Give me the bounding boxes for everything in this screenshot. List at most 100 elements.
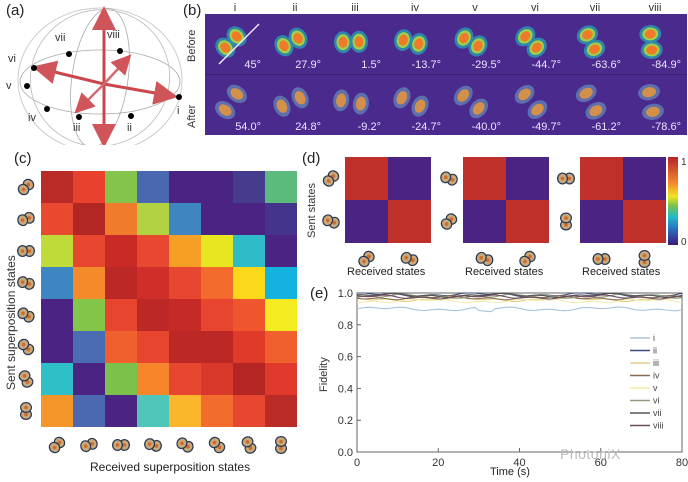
heatmap-c-cell-3-3: [137, 267, 169, 299]
row-label-after: After: [186, 104, 198, 128]
heatmap-c-cell-7-4: [169, 395, 201, 427]
heatmap-d3-cell-0-1: [623, 157, 666, 200]
heatmap-c-cell-3-2: [105, 267, 137, 299]
point-ii: [128, 113, 134, 119]
y-tick-label: 0.8: [338, 320, 353, 332]
point-label-ii: ii: [127, 122, 132, 134]
heatmap-c-cell-2-7: [265, 235, 297, 267]
heatmap-c-cell-5-1: [73, 331, 105, 363]
heatmap-c-cell-2-5: [201, 235, 233, 267]
state-icon: [560, 212, 572, 231]
state-icon: [112, 439, 130, 451]
heatmap-c-cell-4-2: [105, 299, 137, 331]
state-icon: [17, 178, 35, 196]
series-line-v: [356, 298, 683, 304]
heatmap-c-cell-5-4: [169, 331, 201, 363]
heatmap-c-cell-1-6: [233, 203, 265, 235]
heatmap-c-cell-0-6: [233, 171, 265, 203]
heatmap-c-cell-7-7: [265, 395, 297, 427]
polarization-arrow: [218, 23, 260, 65]
panel-b-label: (b): [183, 2, 202, 19]
state-icon: [18, 370, 34, 388]
heatmap-c-cell-3-0: [41, 267, 73, 299]
x-tick-label: 80: [676, 457, 688, 469]
column-label-viii: viii: [649, 2, 662, 14]
heatmap-c-cell-4-6: [233, 299, 265, 331]
heatmap-c-cell-5-3: [137, 331, 169, 363]
axis-arrow-right: [103, 81, 178, 105]
heatmap-c-cell-7-3: [137, 395, 169, 427]
heatmap-c-cell-5-0: [41, 331, 73, 363]
plot-frame: [356, 292, 683, 453]
state-icon: [400, 251, 419, 267]
heatmap-d3-cell-1-1: [623, 200, 666, 243]
heatmap-c-cell-1-0: [41, 203, 73, 235]
before-angle-vii: -63.6°: [592, 59, 621, 71]
heatmap-d-xlabel-1: Received states: [347, 266, 426, 278]
heatmap-c-cell-4-4: [169, 299, 201, 331]
heatmap-c-cell-2-0: [41, 235, 73, 267]
after-angle-ii: 24.8°: [295, 121, 321, 133]
heatmap-d: 10: [322, 157, 687, 268]
series-line-iii: [356, 296, 682, 303]
y-tick-label: 0.4: [338, 383, 353, 395]
state-icon: [208, 436, 226, 454]
point-iv: [44, 106, 50, 112]
column-label-iii: iii: [351, 2, 358, 14]
after-angle-iii: -9.2°: [358, 121, 381, 133]
heatmap-d1-cell-1-0: [345, 200, 388, 243]
state-icon: [592, 253, 611, 265]
point-label-iv: iv: [28, 112, 36, 124]
point-iii: [76, 114, 82, 120]
panel-d-label: (d): [302, 150, 321, 167]
colorbar-max-label: 1: [681, 157, 687, 168]
state-icon: [275, 436, 287, 454]
point-label-i: i: [177, 105, 179, 117]
heatmap-c-cell-6-2: [105, 363, 137, 395]
point-v: [24, 83, 30, 89]
state-icon: [17, 211, 35, 227]
fidelity-line-chart: 0.00.20.40.60.81.00 20 40 60 80iiiiiiivvvivi…: [338, 288, 688, 469]
column-label-ii: ii: [293, 2, 298, 14]
heatmap-c: [17, 171, 297, 454]
line-chart-xlabel: Time (s): [490, 466, 530, 478]
heatmap-c-cell-0-0: [41, 171, 73, 203]
after-angle-vii: -61.2°: [592, 121, 621, 133]
column-label-iv: iv: [411, 2, 419, 14]
heatmap-c-cell-1-4: [169, 203, 201, 235]
heatmap-c-cell-0-4: [169, 171, 201, 203]
heatmap-c-cell-5-5: [201, 331, 233, 363]
point-vi: [31, 65, 37, 71]
state-icon: [519, 250, 536, 268]
heatmap-c-cell-4-7: [265, 299, 297, 331]
heatmap-c-cell-2-6: [233, 235, 265, 267]
heatmap-c-cell-1-7: [265, 203, 297, 235]
x-tick-label: 60: [595, 457, 607, 469]
heatmap-c-cell-1-1: [73, 203, 105, 235]
x-tick-label: 40: [513, 457, 525, 469]
heatmap-d1-cell-1-1: [388, 200, 431, 243]
heatmap-c-cell-6-0: [41, 363, 73, 395]
legend-label-vi: vi: [653, 396, 660, 406]
legend-label-viii: viii: [653, 421, 664, 431]
y-tick-label: 1.0: [338, 288, 353, 300]
heatmap-c-cell-1-5: [201, 203, 233, 235]
heatmap-c-cell-4-1: [73, 299, 105, 331]
heatmap-c-cell-0-7: [265, 171, 297, 203]
axis-arrow-front: [74, 83, 105, 114]
state-icon: [557, 172, 575, 185]
series-line-vii: [356, 292, 683, 299]
before-angle-viii: -84.9°: [652, 59, 681, 71]
heatmap-c-cell-6-5: [201, 363, 233, 395]
before-angle-iv: -13.7°: [412, 59, 441, 71]
legend-label-v: v: [653, 383, 658, 393]
state-icon: [176, 437, 194, 453]
x-tick-label: 20: [432, 457, 444, 469]
heatmap-c-cell-7-1: [73, 395, 105, 427]
state-icon: [17, 245, 35, 257]
heatmap-c-cell-0-1: [73, 171, 105, 203]
state-icon: [440, 171, 458, 186]
heatmap-c-cell-6-3: [137, 363, 169, 395]
panel-c-label: (c): [14, 150, 32, 167]
state-icon: [20, 402, 32, 420]
